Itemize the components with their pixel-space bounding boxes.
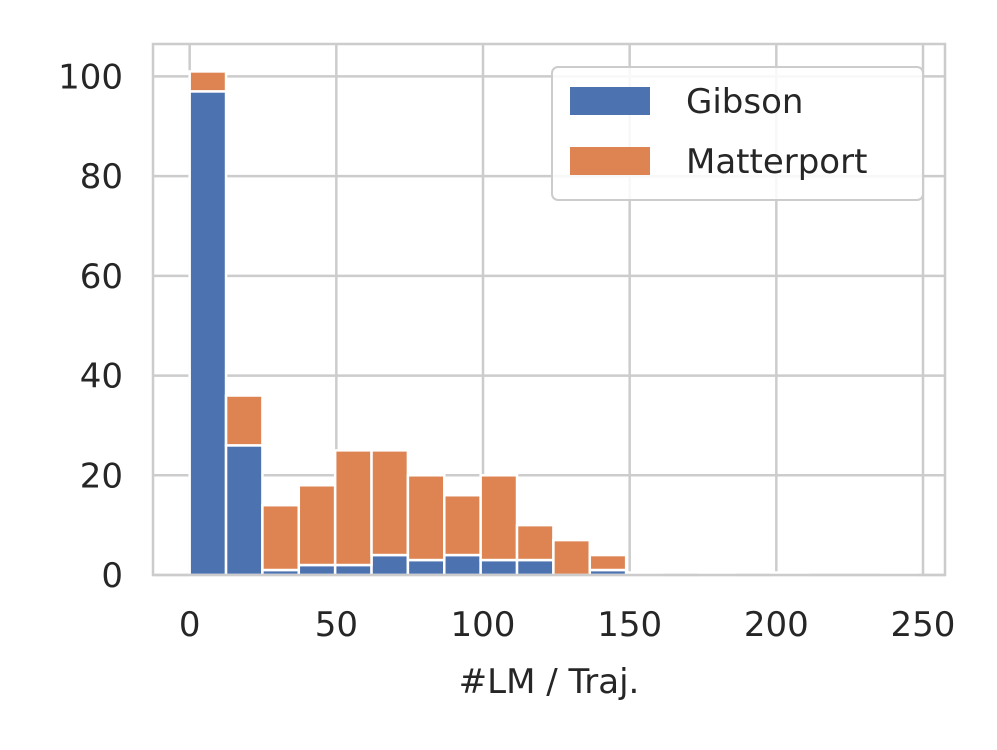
x-tick-label: 150 [597,605,662,645]
bar-matterport [224,394,264,447]
bar-matterport [297,484,337,567]
y-tick-label: 0 [101,556,123,596]
x-tick-labels: 0 50 100 150 200 250 [179,605,956,645]
bar-gibson [333,563,373,577]
bar-gibson [188,90,228,577]
bar-gibson [515,558,555,577]
bar-matterport [370,449,410,557]
legend-label-gibson: Gibson [686,82,803,122]
y-tick-label: 100 [58,57,123,97]
bar-gibson [224,444,264,577]
x-axis-label: #LM / Traj. [459,662,640,702]
y-tick-label: 40 [80,357,123,397]
bar-matterport [188,70,228,93]
bar-matterport [261,503,301,572]
x-tick-label: 250 [891,605,956,645]
x-tick-label: 200 [744,605,809,645]
bar-matterport [515,523,555,562]
legend-swatch-gibson [570,87,650,115]
bar-gibson [479,558,519,577]
bars-group [188,70,919,577]
bar-matterport [443,493,482,557]
y-tick-label: 20 [80,456,123,496]
bar-matterport [552,538,592,577]
y-tick-label: 60 [80,257,123,297]
bar-matterport [333,449,373,567]
y-tick-label: 80 [80,157,123,197]
y-tick-labels: 0 20 40 60 80 100 [58,57,123,596]
bar-gibson [406,558,446,577]
x-tick-label: 100 [451,605,516,645]
bar-gibson [443,553,482,577]
x-tick-label: 50 [315,605,358,645]
bar-matterport [406,474,446,562]
legend-label-matterport: Matterport [686,142,867,182]
legend-swatch-matterport [570,147,650,175]
bar-matterport [588,553,628,572]
x-tick-label: 0 [179,605,201,645]
bar-gibson [370,553,410,577]
bar-matterport [479,474,519,562]
legend: Gibson Matterport [551,66,924,201]
plot-frame [151,42,947,577]
bar-gibson [297,563,337,577]
